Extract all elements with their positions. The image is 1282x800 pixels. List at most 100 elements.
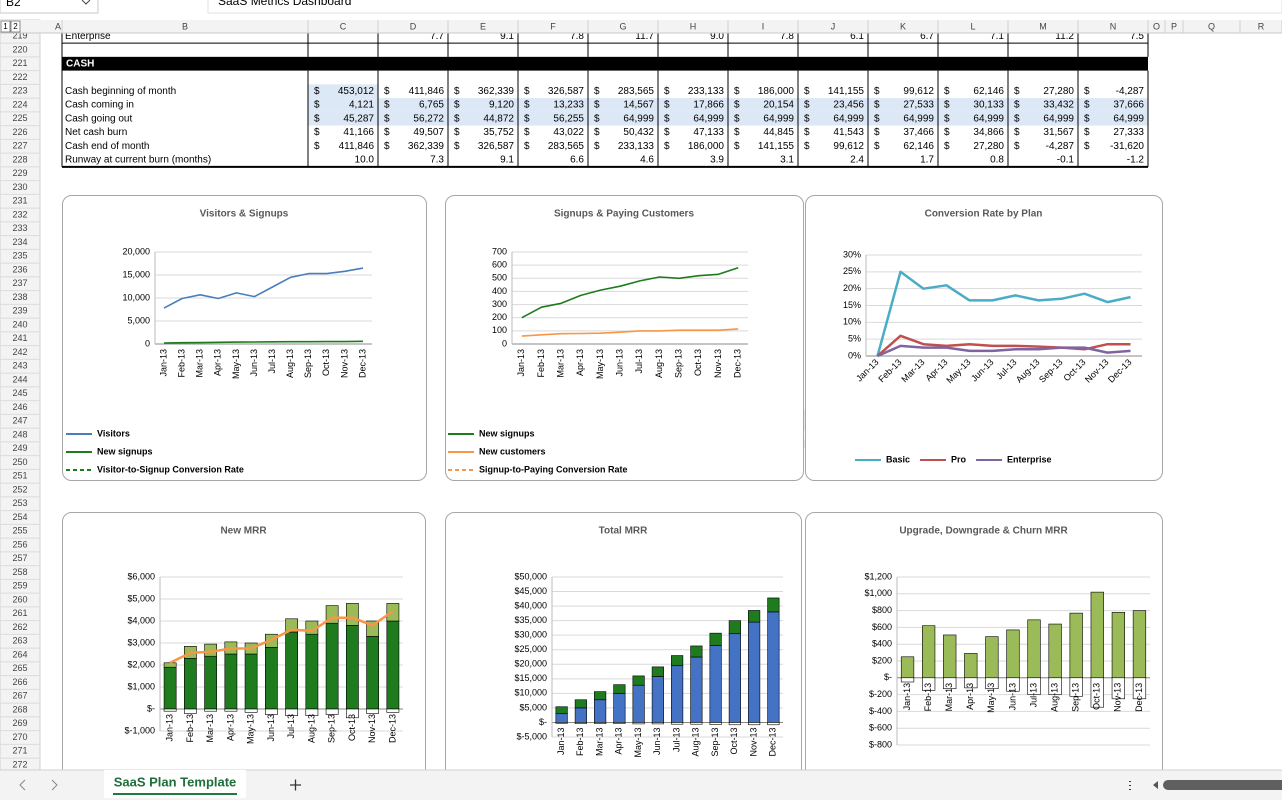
bar-segment bbox=[386, 620, 400, 710]
currency-symbol: $ bbox=[314, 141, 320, 152]
currency-symbol: $ bbox=[314, 113, 320, 124]
bar-segment bbox=[264, 647, 278, 710]
scroll-left[interactable] bbox=[1153, 781, 1158, 789]
cell-value: 9.1 bbox=[500, 31, 514, 42]
x-tick-label: Jan-13 bbox=[158, 349, 168, 377]
cell-value: 283,565 bbox=[548, 141, 585, 152]
y-tick-label: $- bbox=[884, 672, 892, 682]
x-tick-label: Feb-13 bbox=[575, 727, 585, 756]
next-sheet[interactable] bbox=[51, 779, 58, 791]
bar-segment bbox=[613, 722, 626, 724]
currency-symbol: $ bbox=[804, 141, 810, 152]
cell-value: 64,999 bbox=[693, 113, 724, 124]
x-tick-label: Aug-13 bbox=[285, 349, 295, 378]
bar-segment bbox=[728, 620, 741, 635]
chart: Total MRR $-5,000 $- $5,000 $10,000 $15,000 $2… bbox=[445, 512, 802, 788]
currency-symbol: $ bbox=[524, 127, 530, 138]
bar-segment bbox=[224, 708, 238, 712]
row-number: 267 bbox=[12, 691, 27, 701]
chart: Visitors & Signups 0 5,000 10,000 15,000 20,0… bbox=[62, 195, 427, 481]
x-tick-label: Jul-13 bbox=[672, 727, 682, 752]
cell-value: 1.7 bbox=[920, 155, 934, 166]
bar-segment bbox=[366, 708, 379, 714]
bar-segment bbox=[651, 722, 664, 725]
bar-segment bbox=[386, 708, 400, 713]
currency-symbol: $ bbox=[734, 127, 740, 138]
bar-segment bbox=[632, 675, 645, 686]
bar-segment bbox=[574, 722, 587, 724]
currency-symbol: $ bbox=[734, 100, 740, 111]
cell-value: 233,133 bbox=[618, 141, 655, 152]
y-tick-label: 15% bbox=[843, 300, 861, 310]
currency-symbol: $ bbox=[314, 127, 320, 138]
x-tick-label: Jul-13 bbox=[1028, 683, 1038, 708]
bar-segment bbox=[671, 722, 684, 725]
currency-symbol: $ bbox=[384, 86, 390, 97]
bar-segment bbox=[574, 707, 587, 723]
cell-value: 43,022 bbox=[553, 127, 584, 138]
add-sheet[interactable] bbox=[290, 779, 301, 791]
currency-symbol: $ bbox=[664, 113, 670, 124]
currency-symbol: $ bbox=[594, 141, 600, 152]
outline-level[interactable]: 2 bbox=[13, 22, 18, 31]
name-box bbox=[0, 0, 99, 14]
cell-value: 0.8 bbox=[990, 155, 1004, 166]
cell-value: 4,121 bbox=[349, 100, 374, 111]
cell-value: 186,000 bbox=[758, 86, 795, 97]
cell-value: 27,280 bbox=[973, 141, 1004, 152]
cell-value: 11.7 bbox=[635, 31, 654, 42]
x-tick-label: Nov-13 bbox=[713, 349, 723, 378]
outline-level[interactable]: 1 bbox=[3, 22, 8, 31]
outline-button[interactable] bbox=[0, 20, 11, 33]
bar-segment bbox=[1132, 677, 1147, 700]
cell-value: 44,845 bbox=[763, 127, 794, 138]
legend-label: Signup-to-Paying Conversion Rate bbox=[479, 464, 628, 474]
col-letter: E bbox=[480, 21, 486, 31]
currency-symbol: $ bbox=[664, 141, 670, 152]
x-tick-label: Oct-13 bbox=[1092, 683, 1102, 710]
bar-segment bbox=[305, 708, 319, 716]
row-number: 233 bbox=[12, 223, 27, 233]
y-tick-label: $10,000 bbox=[514, 688, 547, 698]
currency-symbol: $ bbox=[944, 100, 950, 111]
cell-value: 141,155 bbox=[828, 86, 865, 97]
outline-button[interactable] bbox=[10, 20, 21, 33]
y-tick-label: $15,000 bbox=[514, 673, 547, 683]
x-tick-label: Jul-13 bbox=[286, 714, 296, 739]
cell-value: 64,999 bbox=[763, 113, 794, 124]
currency-symbol: $ bbox=[454, 113, 460, 124]
row-number: 247 bbox=[12, 416, 27, 426]
prev-sheet[interactable] bbox=[19, 779, 26, 791]
y-tick-label: $6,000 bbox=[127, 571, 155, 581]
row-label: Cash beginning of month bbox=[65, 86, 176, 97]
row-label: Runway at current burn (months) bbox=[65, 155, 211, 166]
col-letter: P bbox=[1171, 21, 1177, 31]
legend-label: Pro bbox=[951, 454, 967, 464]
currency-symbol: $ bbox=[314, 86, 320, 97]
bar-segment bbox=[163, 662, 177, 668]
bar-segment bbox=[285, 708, 298, 716]
bar-segment bbox=[204, 708, 218, 712]
scrollbar-thumb[interactable] bbox=[1163, 780, 1282, 790]
x-tick-label: Apr-13 bbox=[614, 727, 624, 754]
row-number: 238 bbox=[12, 292, 27, 302]
bar-segment bbox=[728, 722, 741, 726]
row-number: 235 bbox=[12, 251, 27, 261]
y-tick-label: 500 bbox=[492, 273, 507, 283]
currency-symbol: $ bbox=[944, 86, 950, 97]
cell-value: 64,999 bbox=[623, 113, 654, 124]
row-number: 243 bbox=[12, 361, 27, 371]
currency-symbol: $ bbox=[454, 141, 460, 152]
bar-segment bbox=[325, 708, 339, 715]
sheet-tab-label[interactable]: SaaS Plan Template bbox=[114, 774, 237, 789]
bar-segment bbox=[184, 708, 197, 714]
col-letter: C bbox=[340, 21, 347, 31]
bar-segment bbox=[1006, 677, 1020, 692]
x-tick-label: Oct-13 bbox=[321, 349, 331, 376]
y-tick-label: $1,000 bbox=[864, 588, 892, 598]
y-tick-label: $600 bbox=[872, 622, 892, 632]
y-tick-label: $25,000 bbox=[514, 644, 547, 654]
cell-value: 2.4 bbox=[850, 155, 864, 166]
series-line bbox=[876, 344, 1131, 358]
currency-symbol: $ bbox=[524, 141, 530, 152]
